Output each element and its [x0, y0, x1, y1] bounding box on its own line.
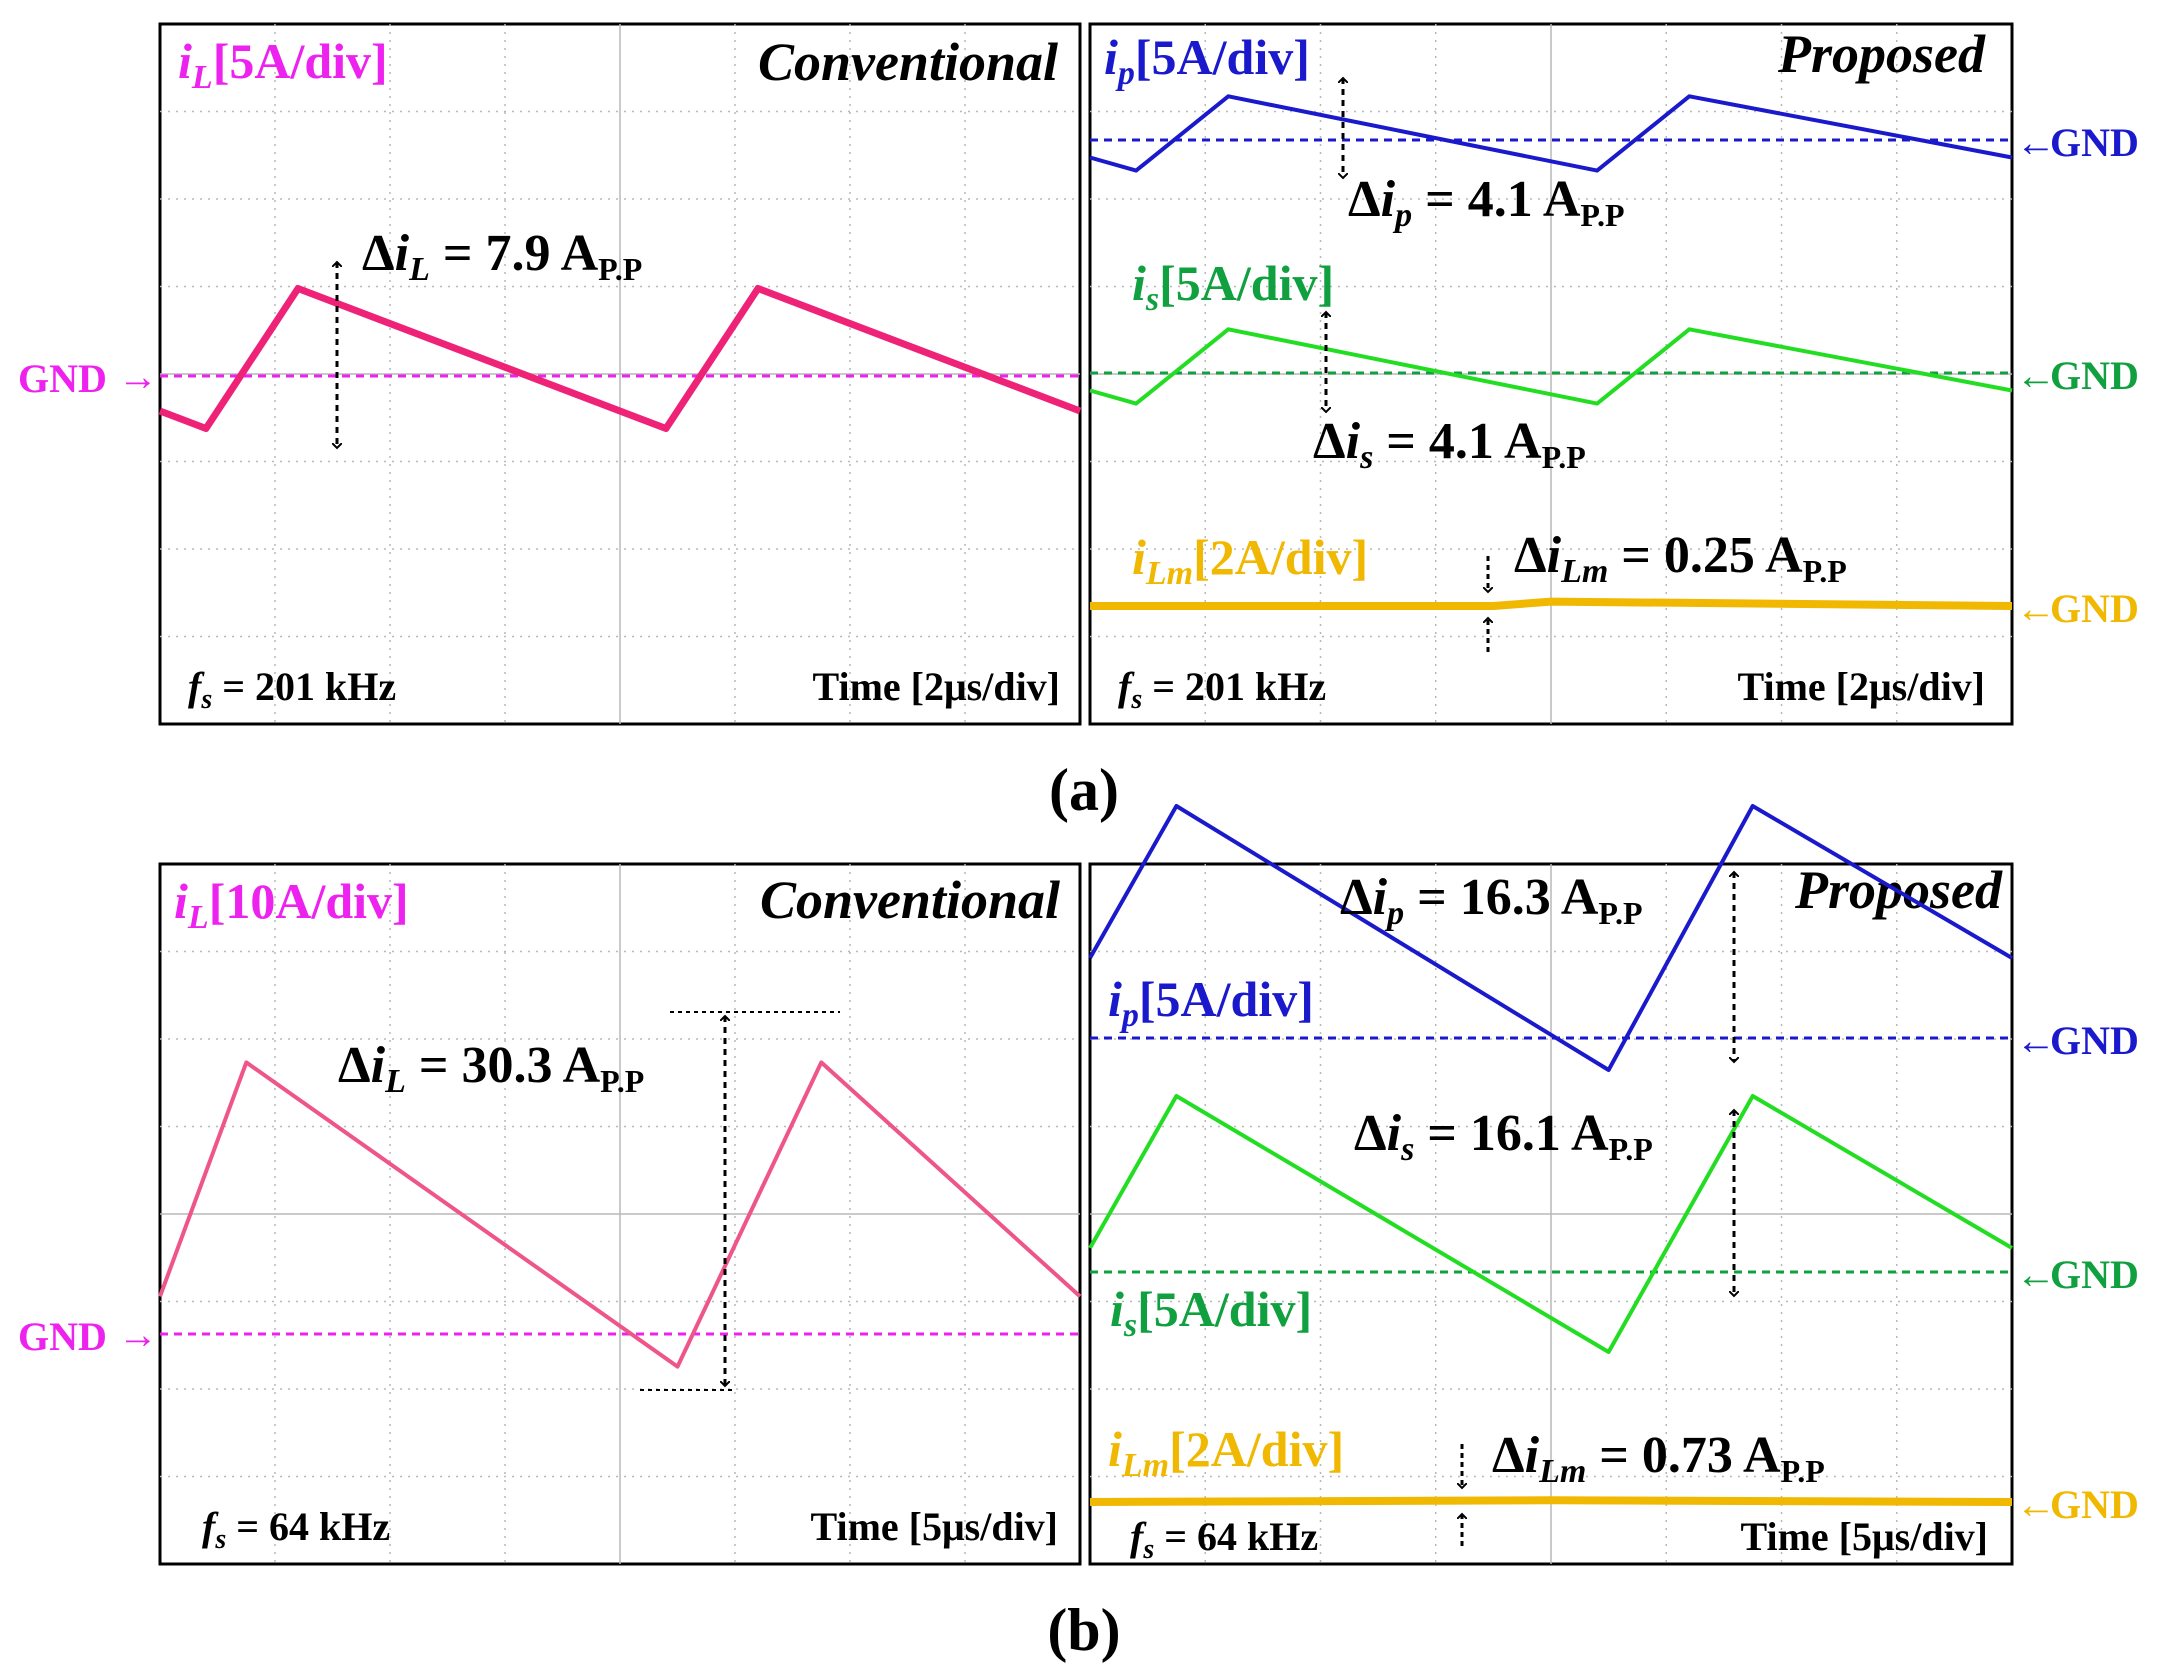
- delta-annotation-iLm: ΔiLm = 0.73 AP.P: [1492, 1427, 1825, 1490]
- trace-iLm: [1090, 597, 2013, 610]
- channel-label: iL[10A/div]: [174, 873, 409, 936]
- delta-annotation: ΔiL = 7.9 AP.P: [362, 225, 642, 288]
- channel-label-is: is[5A/div]: [1110, 1281, 1312, 1344]
- delta-annotation-is: Δis = 16.1 AP.P: [1354, 1105, 1653, 1168]
- subfigure-label-b: (b): [1047, 1597, 1120, 1663]
- gnd-arrow-icon: ←: [2016, 586, 2056, 631]
- trace-ip: [1089, 94, 2013, 173]
- panel-title: Conventional: [758, 32, 1058, 92]
- trace-iL: [158, 1060, 1082, 1369]
- gnd-arrow-icon: ←: [2016, 1252, 2056, 1297]
- trace-iLm: [1089, 1496, 2013, 1506]
- trace-iL: [158, 285, 1082, 432]
- trace-ip: [1088, 804, 2014, 1072]
- delta-annotation-is: Δis = 4.1 AP.P: [1313, 413, 1586, 476]
- time-scale: Time [2μs/div]: [813, 664, 1061, 709]
- panel-a-proposed: Proposed ip[5A/div] ← GND Δip = 4.1 AP.P…: [1088, 22, 2139, 726]
- delta-annotation: ΔiL = 30.3 AP.P: [338, 1037, 644, 1100]
- gnd-arrow-icon: ←: [2016, 1482, 2056, 1527]
- gnd-label-ip: GND: [2050, 1018, 2139, 1063]
- scope-grid: [1090, 24, 2012, 724]
- channel-label-ip: ip[5A/div]: [1108, 971, 1314, 1034]
- channel-label-is: is[5A/div]: [1132, 255, 1334, 318]
- channel-label-iLm: iLm[2A/div]: [1132, 529, 1368, 592]
- gnd-label-iLm: GND: [2050, 1482, 2139, 1527]
- switching-frequency: fs = 64 kHz: [202, 1504, 390, 1555]
- time-scale: Time [2μs/div]: [1738, 664, 1986, 709]
- scope-grid: [160, 24, 1080, 724]
- trace-is: [1088, 1094, 2014, 1354]
- delta-annotation-ip: Δip = 16.3 AP.P: [1340, 869, 1643, 932]
- switching-frequency: fs = 64 kHz: [1130, 1514, 1318, 1565]
- time-scale: Time [5μs/div]: [811, 1504, 1059, 1549]
- scope-grid: [160, 864, 1080, 1564]
- delta-annotation-ip: Δip = 4.1 AP.P: [1348, 171, 1625, 234]
- panel-b-conventional: iL[10A/div] Conventional GND → ΔiL = 30.…: [18, 862, 1082, 1566]
- gnd-label: GND: [18, 356, 107, 401]
- gnd-label-is: GND: [2050, 353, 2139, 398]
- gnd-label-ip: GND: [2050, 120, 2139, 165]
- subfigure-label-a: (a): [1049, 757, 1119, 823]
- panel-title: Conventional: [760, 870, 1060, 930]
- scope-grid: [1090, 864, 2012, 1564]
- time-scale: Time [5μs/div]: [1741, 1514, 1989, 1559]
- gnd-arrow-icon: →: [118, 354, 158, 399]
- gnd-label: GND: [18, 1314, 107, 1359]
- switching-frequency: fs = 201 kHz: [188, 664, 396, 715]
- gnd-arrow-icon: →: [118, 1312, 158, 1357]
- gnd-arrow-icon: ←: [2016, 1018, 2056, 1063]
- gnd-label-is: GND: [2050, 1252, 2139, 1297]
- panel-a-conventional: iL[5A/div] Conventional GND → ΔiL = 7.9 …: [18, 22, 1082, 726]
- gnd-label-iLm: GND: [2050, 586, 2139, 631]
- channel-label: iL[5A/div]: [178, 33, 388, 96]
- channel-label-iLm: iLm[2A/div]: [1108, 1421, 1344, 1484]
- delta-annotation-iLm: ΔiLm = 0.25 AP.P: [1514, 527, 1847, 590]
- panel-title: Proposed: [1777, 24, 1986, 84]
- panel-b-proposed: Proposed ip[5A/div] ← GND Δip = 16.3 AP.…: [1088, 804, 2139, 1566]
- switching-frequency: fs = 201 kHz: [1118, 664, 1326, 715]
- gnd-arrow-icon: ←: [2016, 353, 2056, 398]
- gnd-arrow-icon: ←: [2016, 120, 2056, 165]
- channel-label-ip: ip[5A/div]: [1104, 29, 1310, 92]
- trace-is: [1089, 327, 2013, 406]
